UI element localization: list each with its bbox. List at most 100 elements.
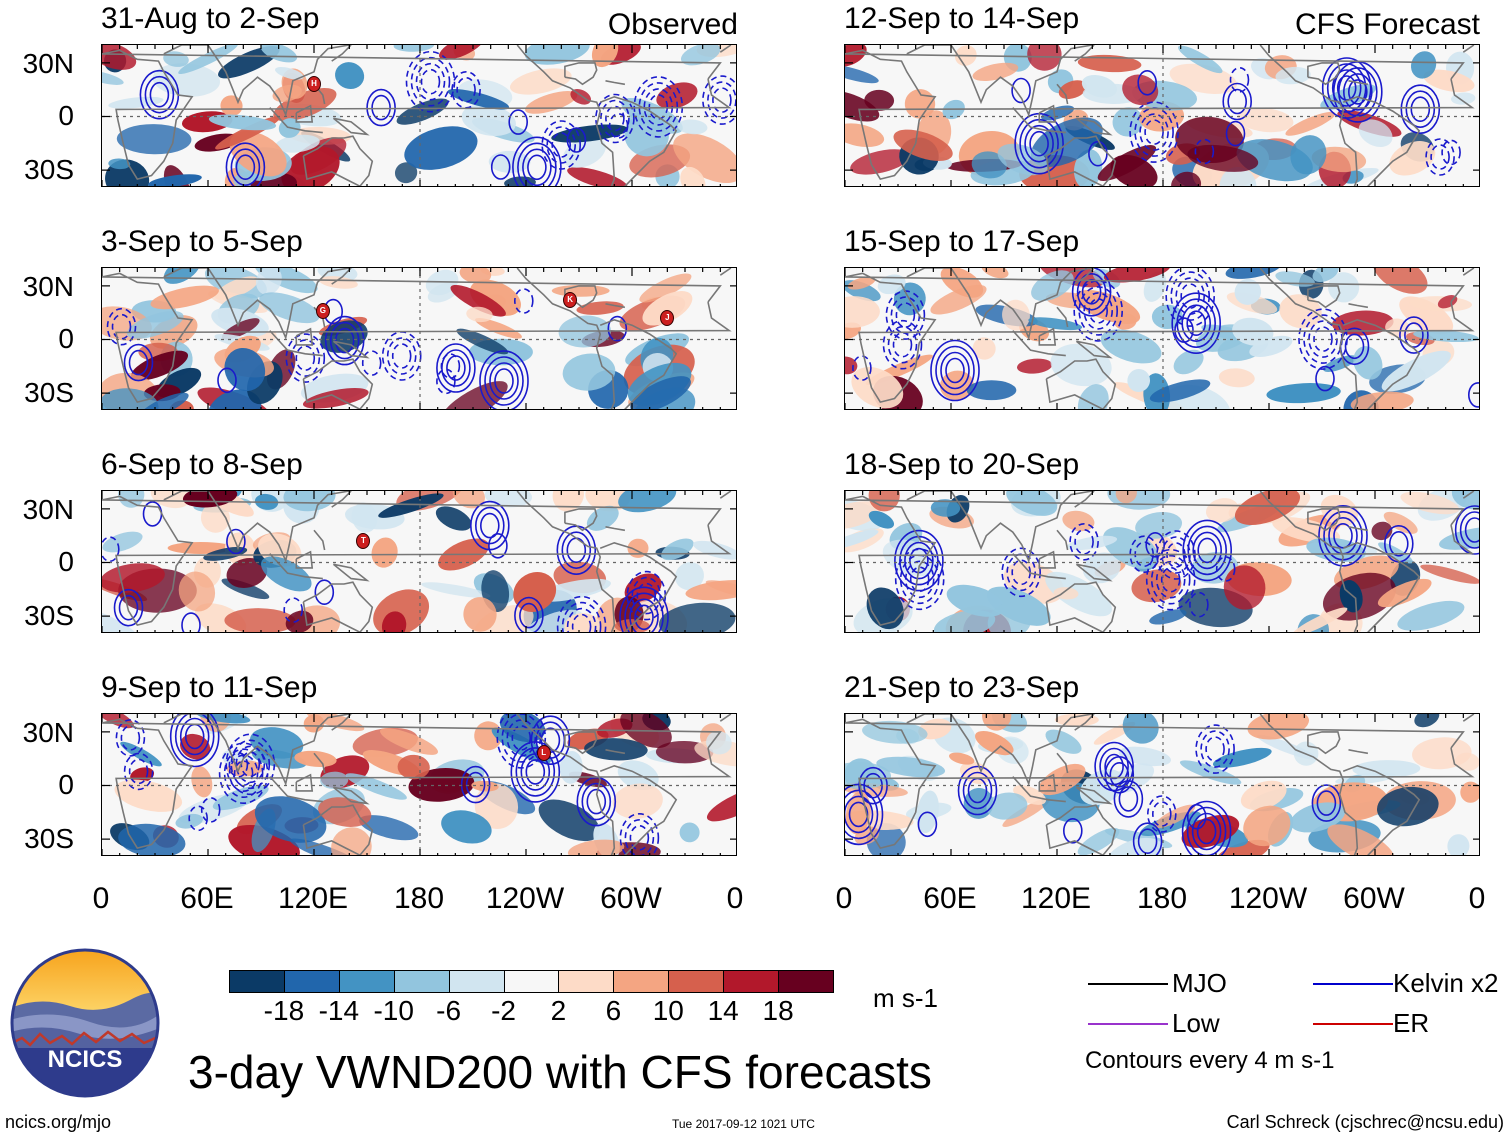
- contour-line: [1094, 741, 1134, 792]
- tropical-cyclone-icon: J: [660, 310, 675, 327]
- anomaly-patch: [1066, 535, 1118, 551]
- contour-line: [218, 742, 269, 805]
- coastline: [564, 731, 598, 755]
- anomaly-patch: [658, 602, 736, 632]
- contour-line: [225, 142, 266, 186]
- contour-line: [188, 805, 208, 832]
- anomaly-patch: [397, 754, 430, 780]
- anomaly-patch: [845, 529, 879, 550]
- contour-line: [633, 76, 684, 138]
- anomaly-patch: [150, 285, 219, 310]
- map-svg: [845, 45, 1479, 186]
- axis-ticks: [102, 45, 736, 186]
- coastline: [102, 49, 732, 181]
- contour-line: [391, 343, 412, 369]
- lon-label: 120W: [1228, 882, 1308, 915]
- anomaly-patch: [680, 166, 706, 186]
- contour-line: [489, 362, 519, 400]
- contour-line: [295, 345, 316, 371]
- anomaly-patch: [1102, 527, 1159, 569]
- anomaly-patch: [1389, 141, 1436, 176]
- lon-label: 180: [1136, 882, 1188, 915]
- coastline: [1342, 95, 1421, 186]
- anomaly-patch: [408, 768, 475, 802]
- anomaly-patch: [1332, 310, 1394, 336]
- anomaly-patch: [138, 392, 189, 409]
- contour-line: [436, 343, 476, 393]
- anomaly-patch: [1002, 797, 1051, 828]
- anomaly-patch: [255, 268, 282, 295]
- contour-line: [1459, 511, 1479, 549]
- lon-label: 180: [393, 882, 445, 915]
- coastline: [906, 45, 1093, 118]
- contour-line: [235, 745, 266, 784]
- coastlines: [102, 45, 732, 186]
- contour-line: [436, 368, 456, 395]
- anomaly-patch: [552, 491, 584, 512]
- coastline: [295, 104, 314, 123]
- anomaly-patch: [1073, 149, 1103, 186]
- contour-line: [512, 136, 562, 186]
- colorbar-swatch: [558, 970, 615, 993]
- colorbar-swatch: [613, 970, 670, 993]
- anomaly-patch: [1115, 491, 1137, 504]
- contour-line: [1069, 522, 1099, 561]
- lat-label-eq: 0: [58, 769, 74, 800]
- coastline: [1348, 749, 1369, 755]
- coastline: [605, 749, 626, 755]
- contour-line: [179, 717, 210, 756]
- contour-line: [1229, 66, 1250, 93]
- anomaly-patch: [147, 174, 202, 186]
- anomaly-patch: [1100, 329, 1162, 364]
- anomaly-patch: [404, 126, 478, 170]
- anomaly-patch: [562, 353, 616, 391]
- anomaly-patch: [359, 815, 419, 841]
- coastline: [295, 550, 314, 569]
- contour-line: [1311, 784, 1342, 822]
- anomaly-patch: [1219, 167, 1257, 186]
- contour-line: [1192, 531, 1223, 570]
- coastline: [1348, 526, 1369, 532]
- contour-line: [484, 356, 524, 406]
- coastline: [1075, 340, 1113, 359]
- lat-label-30n: 30N: [22, 48, 74, 79]
- anomaly-patch: [504, 176, 536, 186]
- anomaly-patch: [1028, 317, 1083, 331]
- panel-title-left-3: 6-Sep to 8-Sep: [101, 448, 303, 481]
- contour-line: [123, 343, 154, 382]
- anomaly-patch: [1285, 111, 1336, 136]
- coastline: [1462, 491, 1475, 499]
- coastline: [295, 327, 314, 346]
- contour-line: [283, 597, 303, 623]
- tropical-cyclone-icon: K: [563, 292, 578, 309]
- coastline: [163, 268, 350, 341]
- figure-title: 3-day VWND200 with CFS forecasts: [188, 1046, 932, 1098]
- anomaly-patch: [851, 367, 904, 409]
- contour-line: [361, 350, 382, 376]
- anomaly-patch: [178, 45, 238, 75]
- anomaly-patch: [320, 771, 349, 789]
- contour-line: [1078, 286, 1118, 336]
- anomaly-patch: [845, 356, 858, 375]
- anomaly-patch: [1243, 805, 1291, 847]
- contour-line: [624, 592, 664, 632]
- anomaly-patch: [1191, 552, 1239, 584]
- coastline: [605, 303, 626, 309]
- anomaly-patch: [1327, 824, 1395, 855]
- coastline: [332, 117, 370, 136]
- footer-url[interactable]: ncics.org/mjo: [5, 1112, 112, 1132]
- coastline: [1462, 45, 1475, 53]
- anomaly-patch: [524, 609, 583, 632]
- anomaly-patch: [1272, 517, 1341, 544]
- legend-line-mjo: [1088, 983, 1168, 985]
- lat-label-eq: 0: [58, 546, 74, 577]
- coastline: [1075, 563, 1113, 582]
- coastline: [1038, 104, 1057, 123]
- tropical-cyclone-icon: H: [307, 76, 321, 93]
- anomaly-patch: [1451, 92, 1476, 105]
- coastline: [719, 45, 732, 53]
- lat-label-30n: 30N: [22, 717, 74, 748]
- contour-line: [648, 94, 669, 120]
- anomaly-patch: [1358, 119, 1393, 147]
- anomaly-patch: [679, 822, 700, 843]
